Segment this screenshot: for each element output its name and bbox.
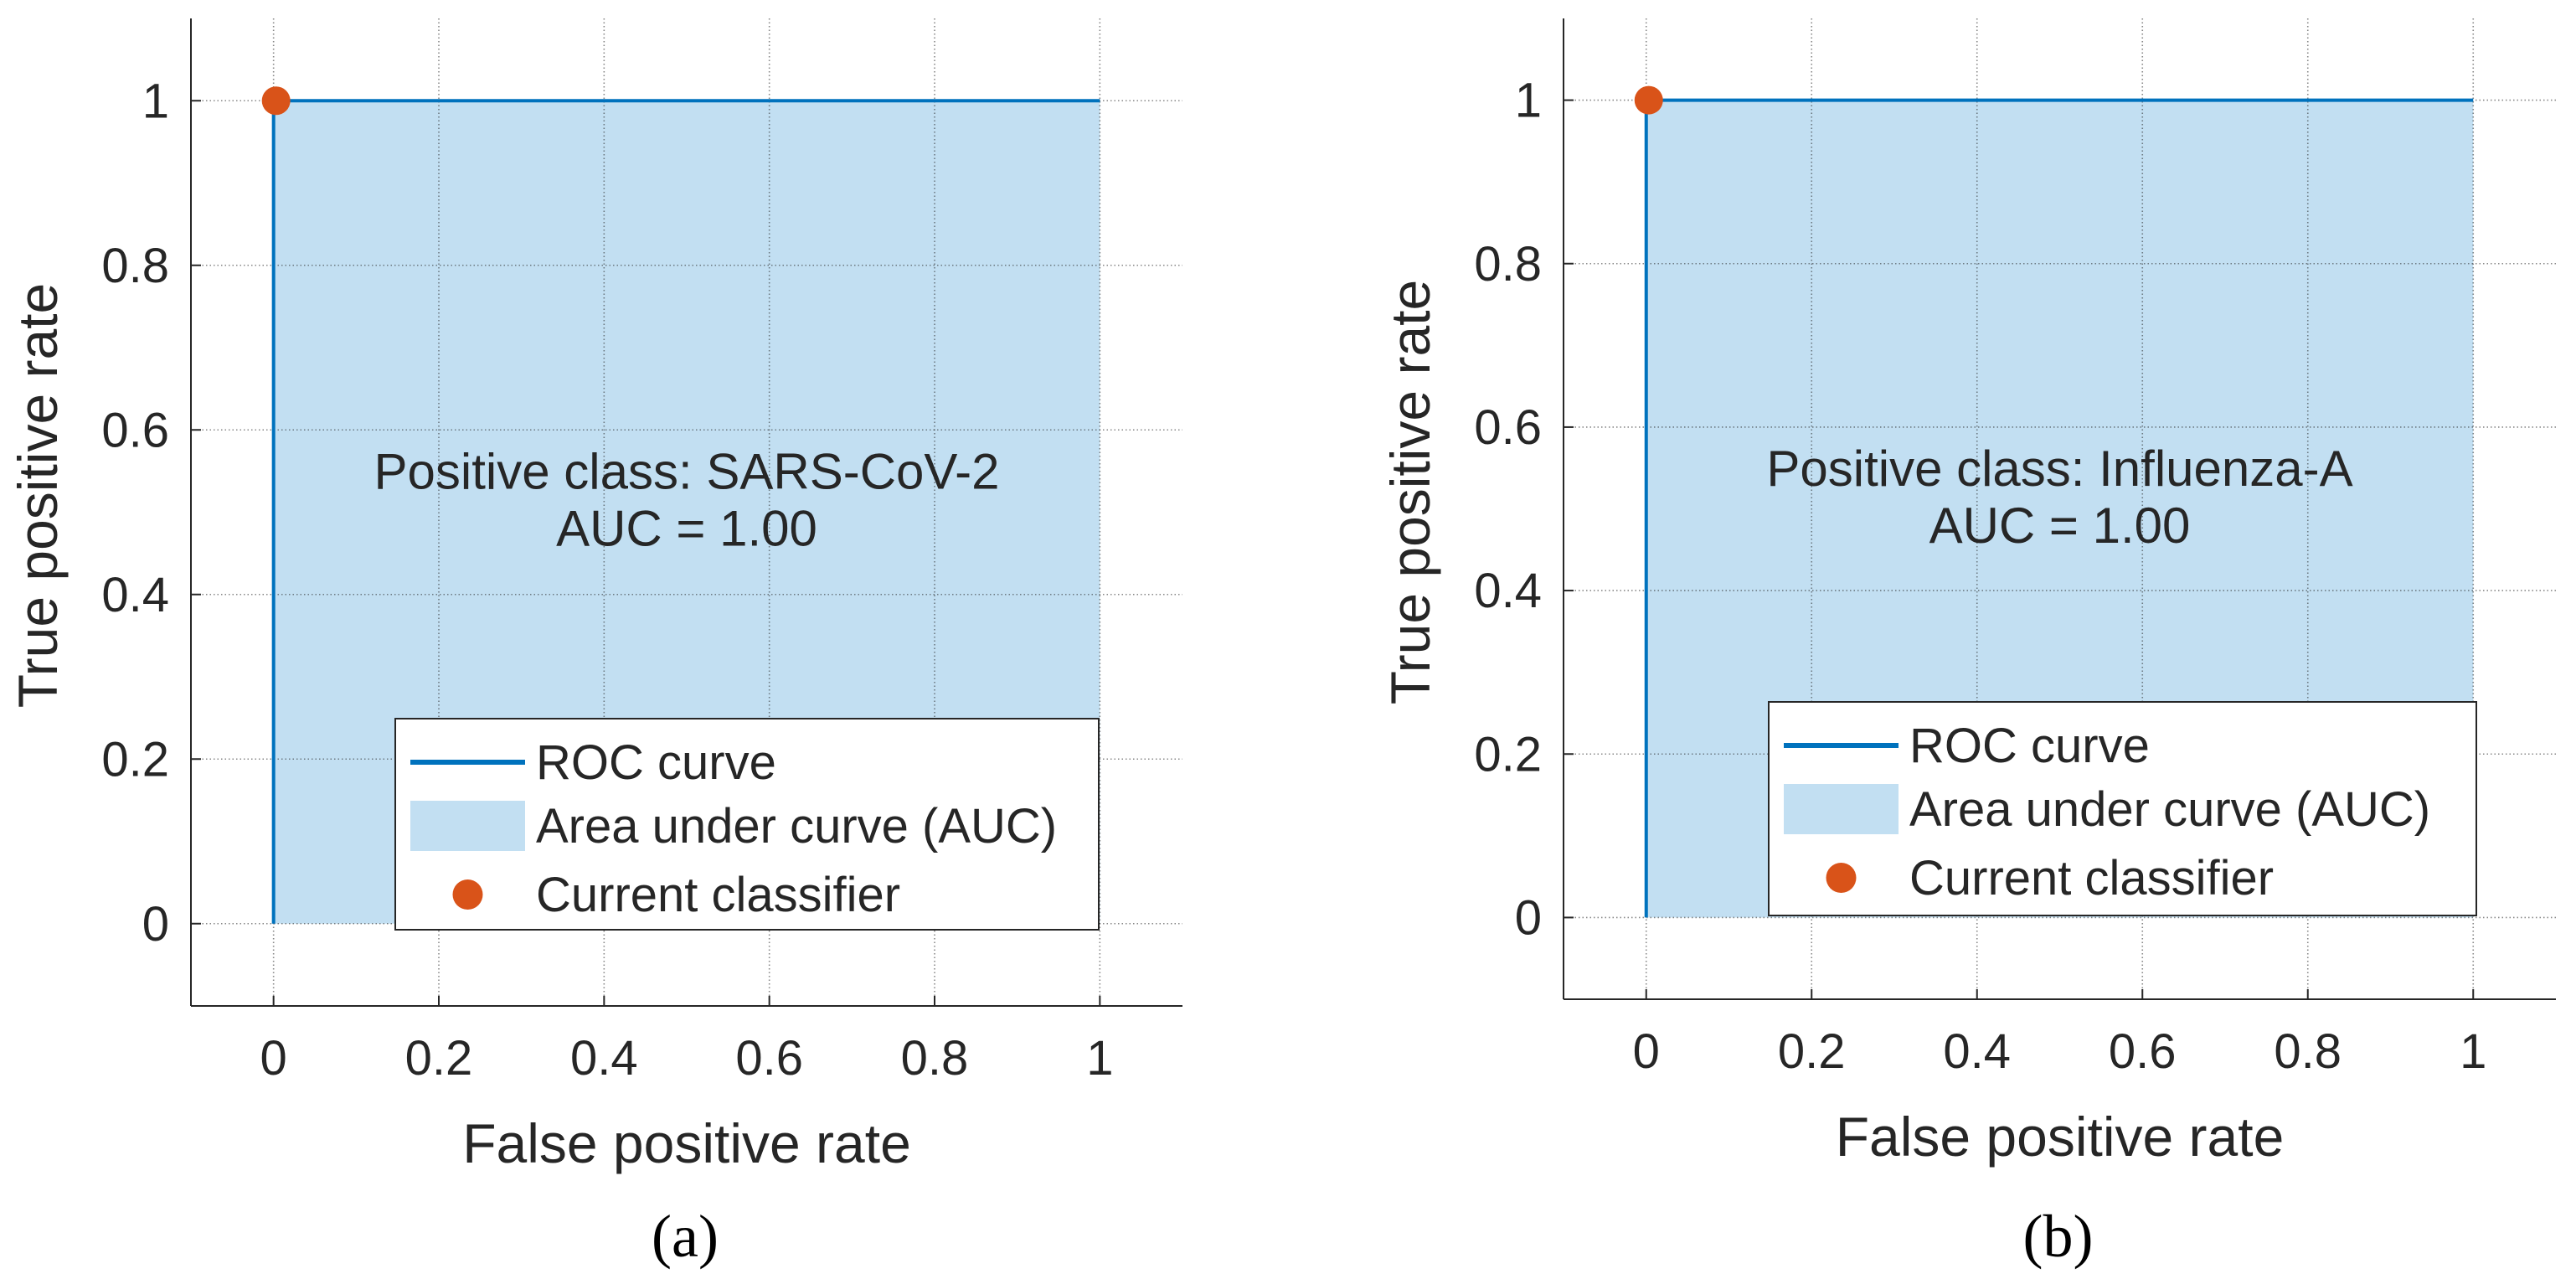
legend-classifier-swatch xyxy=(1826,863,1857,893)
legend-entry-label: ROC curve xyxy=(536,735,776,790)
x-tick-label: 0.8 xyxy=(901,1031,969,1086)
annotation-positive-class: Positive class: Influenza-A xyxy=(1766,441,2352,497)
legend-entry-label: Current classifier xyxy=(1909,851,2274,905)
legend-entry-label: ROC curve xyxy=(1909,719,2150,773)
x-tick-label: 0 xyxy=(1633,1024,1660,1079)
y-tick-label: 0.6 xyxy=(101,403,169,457)
legend: ROC curve Area under curve (AUC) Current c… xyxy=(1768,701,2477,916)
y-tick-label: 0 xyxy=(1515,890,1542,945)
y-tick-label: 0.2 xyxy=(101,732,169,786)
y-tick-label: 0.8 xyxy=(101,239,169,293)
current-classifier-point xyxy=(261,86,291,116)
x-tick-label: 0.6 xyxy=(735,1031,803,1086)
roc-panel-b: 0 0.2 0.4 0.6 0.8 1 0 0.2 0.4 0.6 0.8 1 Positive cla… xyxy=(1379,18,2556,1270)
x-tick-label: 0.4 xyxy=(1943,1024,2011,1079)
legend-entry-label: Area under curve (AUC) xyxy=(1909,782,2430,837)
x-tick-label: 1 xyxy=(2460,1024,2486,1079)
legend-auc-swatch xyxy=(410,801,525,851)
x-tick-label: 0.2 xyxy=(405,1031,473,1086)
y-tick-label: 0.6 xyxy=(1474,400,1542,455)
y-tick-label: 0 xyxy=(142,897,169,952)
x-axis-label: False positive rate xyxy=(1836,1106,2285,1168)
y-tick-label: 0.8 xyxy=(1474,237,1542,291)
panel-label: (b) xyxy=(2023,1203,2094,1270)
legend-entry-label: Current classifier xyxy=(536,868,900,922)
x-tick-label: 0.6 xyxy=(2109,1024,2177,1079)
legend-entry-label: Area under curve (AUC) xyxy=(536,799,1057,854)
y-tick-label: 0.2 xyxy=(1474,727,1542,781)
x-tick-label: 0.4 xyxy=(570,1031,638,1086)
legend-classifier-swatch xyxy=(452,879,483,910)
y-axis-label: True positive rate xyxy=(1379,280,1441,704)
roc-panel-a: 0 0.2 0.4 0.6 0.8 1 0 0.2 0.4 0.6 0.8 1 Positive cla… xyxy=(7,18,1182,1270)
y-tick-label: 1 xyxy=(1515,74,1542,128)
y-tick-label: 1 xyxy=(142,74,169,128)
legend-auc-swatch xyxy=(1784,784,1899,834)
y-tick-label: 0.4 xyxy=(101,568,169,622)
x-tick-label: 1 xyxy=(1086,1031,1113,1086)
x-tick-label: 0.8 xyxy=(2274,1024,2342,1079)
y-axis-label: True positive rate xyxy=(7,283,69,708)
x-tick-label: 0.2 xyxy=(1778,1024,1846,1079)
panel-label: (a) xyxy=(652,1203,719,1270)
annotation-positive-class: Positive class: SARS-CoV-2 xyxy=(374,443,1000,499)
annotation-auc-value: AUC = 1.00 xyxy=(1929,498,2191,554)
annotation-auc-value: AUC = 1.00 xyxy=(556,500,817,556)
legend: ROC curve Area under curve (AUC) Current c… xyxy=(394,718,1100,931)
current-classifier-point xyxy=(1634,85,1663,115)
x-tick-label: 0 xyxy=(260,1031,287,1086)
y-tick-label: 0.4 xyxy=(1474,564,1542,618)
x-axis-label: False positive rate xyxy=(462,1112,911,1174)
